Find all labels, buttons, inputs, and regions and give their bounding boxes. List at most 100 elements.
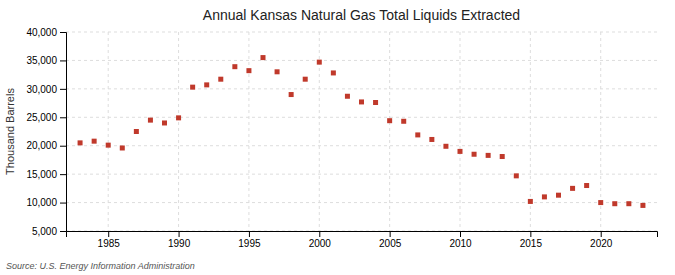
point xyxy=(598,200,603,205)
tick-label: 1995 xyxy=(238,238,261,249)
point xyxy=(246,68,251,73)
point xyxy=(401,119,406,124)
tick-mark xyxy=(530,231,531,237)
point xyxy=(148,118,153,123)
tick-label: 2005 xyxy=(379,238,402,249)
tick-mark xyxy=(460,231,461,237)
tick-label: 15,000 xyxy=(26,169,57,180)
y-tick: 35,000 xyxy=(26,55,66,66)
point xyxy=(176,115,181,120)
grid-line xyxy=(248,32,249,231)
grid-line xyxy=(66,174,657,175)
y-tick: 15,000 xyxy=(26,169,66,180)
point xyxy=(528,199,533,204)
point xyxy=(275,69,280,74)
tick-label: 1990 xyxy=(168,238,191,249)
point xyxy=(472,152,477,157)
tick-label: 10,000 xyxy=(26,197,57,208)
annotation: Source: U.S. Energy Information Administ… xyxy=(6,261,195,271)
title: Annual Kansas Natural Gas Total Liquids … xyxy=(203,7,520,23)
tick-label: 2010 xyxy=(449,238,472,249)
tick-mark xyxy=(601,231,602,237)
grid-line xyxy=(66,32,657,33)
tick-mark xyxy=(249,231,250,237)
grid-line xyxy=(460,32,461,231)
point xyxy=(556,193,561,198)
point xyxy=(584,183,589,188)
point xyxy=(486,153,491,158)
x-tick: 2015 xyxy=(520,231,543,249)
y-tick: 10,000 xyxy=(26,197,66,208)
grid-line xyxy=(66,145,657,146)
x-axis: 1985 1990 1995 2000 2005 2010 2015 2020 xyxy=(67,231,658,249)
point xyxy=(120,145,125,150)
point xyxy=(345,94,350,99)
point xyxy=(218,77,223,82)
tick-mark xyxy=(390,231,391,237)
y-tick: 20,000 xyxy=(26,140,66,151)
tick-label: 25,000 xyxy=(26,112,57,123)
point xyxy=(458,149,463,154)
grid xyxy=(66,32,657,231)
point xyxy=(232,64,237,69)
point xyxy=(331,70,336,75)
tick-mark xyxy=(108,231,109,237)
tick-label: 40,000 xyxy=(26,27,57,38)
axis-line xyxy=(60,33,67,232)
point xyxy=(92,139,97,144)
x-tick: 2010 xyxy=(449,231,472,249)
point xyxy=(78,140,83,145)
point xyxy=(500,154,505,159)
tick-label: 2000 xyxy=(309,238,332,249)
grid-line xyxy=(66,117,657,118)
tick-mark xyxy=(60,32,66,33)
grid-line xyxy=(66,202,657,203)
point xyxy=(626,201,631,206)
grid-line xyxy=(178,32,179,231)
point xyxy=(190,85,195,90)
axis-line xyxy=(67,232,658,238)
x-tick: 1990 xyxy=(168,231,191,249)
tick-label: 20,000 xyxy=(26,140,57,151)
point xyxy=(162,120,167,125)
point xyxy=(640,203,645,208)
grid-line xyxy=(66,60,657,61)
point xyxy=(570,186,575,191)
y-tick: 40,000 xyxy=(26,27,66,38)
x-tick: 2020 xyxy=(590,231,613,249)
y-axis-label: Thousand Barrels xyxy=(4,88,16,175)
tick-mark xyxy=(179,231,180,237)
tick-mark xyxy=(60,60,66,61)
point xyxy=(443,144,448,149)
tick-label: 2015 xyxy=(520,238,543,249)
tick-mark xyxy=(60,89,66,90)
point xyxy=(134,129,139,134)
tick-label: 30,000 xyxy=(26,84,57,95)
point xyxy=(359,99,364,104)
tick-label: 35,000 xyxy=(26,55,57,66)
point xyxy=(261,55,266,60)
y-axis: 5,000 10,000 15,000 20,000 25,000 30,000 35,00… xyxy=(26,27,66,237)
point xyxy=(289,92,294,97)
grid-line xyxy=(108,32,109,231)
x-tick: 2000 xyxy=(309,231,332,249)
point xyxy=(429,137,434,142)
point xyxy=(317,60,322,65)
point xyxy=(514,173,519,178)
tick-mark xyxy=(319,231,320,237)
chart: 1985 1990 1995 2000 2005 2010 2015 2020 5,000 10,… xyxy=(0,0,675,275)
points xyxy=(78,55,646,208)
point xyxy=(415,132,420,137)
tick-mark xyxy=(60,231,66,232)
point xyxy=(387,118,392,123)
y-tick: 5,000 xyxy=(32,226,66,237)
x-tick: 1985 xyxy=(98,231,121,249)
point xyxy=(542,194,547,199)
y-tick: 25,000 xyxy=(26,112,66,123)
tick-label: 2020 xyxy=(590,238,613,249)
point xyxy=(303,77,308,82)
point xyxy=(373,100,378,105)
tick-mark xyxy=(60,174,66,175)
y-tick: 30,000 xyxy=(26,84,66,95)
tick-mark xyxy=(60,203,66,204)
